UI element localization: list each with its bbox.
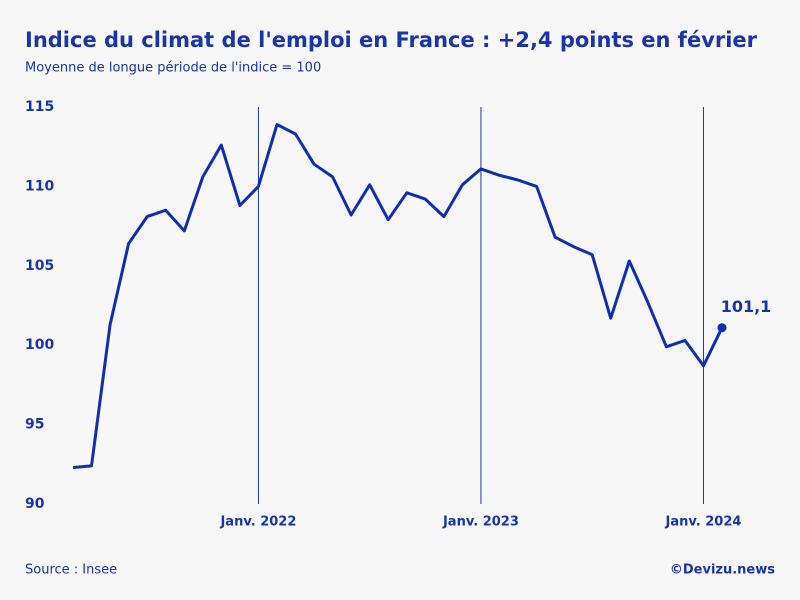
source: Source : Insee [25, 563, 117, 578]
y-tick-label: 115 [25, 99, 54, 115]
line [72, 123, 724, 469]
x-tick-label: Janv. 2023 [442, 515, 519, 530]
value-label: 101,1 [721, 297, 772, 316]
y-tick-label: 110 [25, 178, 54, 194]
x-tick-label: Janv. 2022 [219, 515, 296, 530]
y-tick-label: 90 [25, 496, 45, 512]
y-tick-label: 95 [25, 417, 44, 433]
x-tick-label: Janv. 2024 [664, 515, 741, 530]
point [717, 323, 727, 333]
y-tick-label: 105 [25, 258, 54, 274]
credit: ©Devizu.news [670, 563, 775, 578]
y-tick-label: 100 [25, 337, 54, 353]
chart-title: Indice du climat de l'emploi en France :… [25, 28, 758, 52]
chart-subtitle: Moyenne de longue période de l'indice = … [25, 61, 321, 76]
